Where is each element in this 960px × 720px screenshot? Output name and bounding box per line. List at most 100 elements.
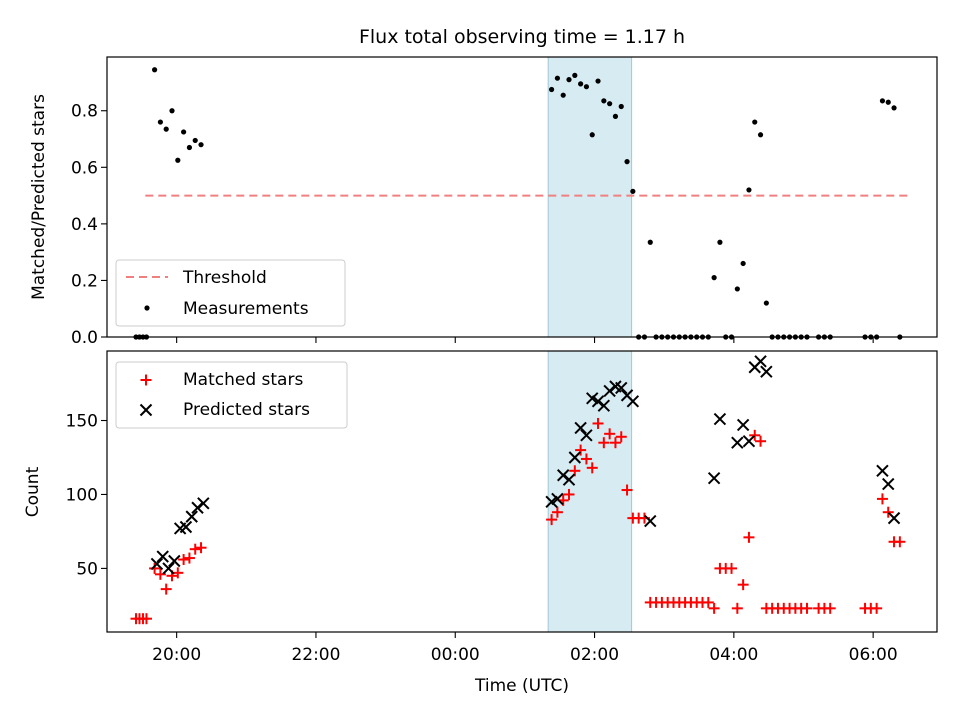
matched-stars-legend-swatch xyxy=(140,374,152,386)
matched-star-point xyxy=(871,602,883,614)
predicted-star-point xyxy=(626,395,640,408)
measurement-point xyxy=(746,187,752,193)
measurement-point xyxy=(163,126,169,132)
predicted-star-point xyxy=(707,471,721,485)
matched-star-point xyxy=(563,488,575,500)
measurements-legend-swatch xyxy=(144,305,150,311)
matched-star-point xyxy=(178,554,190,566)
predicted-star-point xyxy=(597,399,611,412)
top-legend: Threshold Measurements xyxy=(115,259,346,327)
predicted-star-point xyxy=(887,511,901,525)
x-tick-label: 22:00 xyxy=(291,645,340,665)
measurement-point xyxy=(192,137,198,144)
matched-stars-legend-marker xyxy=(140,374,152,386)
measurement-point xyxy=(589,132,595,138)
predicted-star-point xyxy=(185,510,198,523)
predicted-star-point xyxy=(615,381,628,395)
bottom-legend-box xyxy=(115,361,348,429)
bottom-highlight-span-layer xyxy=(547,350,633,633)
predicted-star-point xyxy=(150,557,164,571)
y-tick-label: 0.2 xyxy=(71,271,98,291)
predicted-star-point xyxy=(562,473,576,486)
measurement-point xyxy=(734,286,740,292)
measurement-point xyxy=(717,239,723,245)
matched-star-point xyxy=(731,602,743,614)
predicted-star-point xyxy=(162,562,175,575)
top-panel: 0.00.20.40.60.8 Matched/Predicted stars … xyxy=(29,56,938,348)
measurement-point xyxy=(740,260,746,267)
matched-star-point xyxy=(546,514,558,526)
predicted-star-point xyxy=(551,492,564,506)
measurement-point xyxy=(612,113,619,119)
predicted-star-point xyxy=(574,421,587,435)
top-highlight-span-layer xyxy=(547,56,633,338)
matched-star-point xyxy=(551,506,563,518)
bottom-panel: 50 100 150 20:00 22:00 00:00 02:00 04:00 06:00 C… xyxy=(23,350,938,696)
predicted-star-point xyxy=(742,435,756,448)
matched-star-point xyxy=(149,562,161,574)
matched-star-point xyxy=(569,465,581,477)
y-tick-label: 100 xyxy=(66,485,98,505)
measurement-point xyxy=(607,101,613,107)
x-tick-label: 02:00 xyxy=(570,645,619,665)
y-tick-label: 50 xyxy=(76,559,98,579)
measurement-point xyxy=(572,72,578,78)
matched-star-point xyxy=(824,602,836,614)
measurement-point xyxy=(647,239,653,245)
threshold-legend-label: Threshold xyxy=(182,268,267,288)
measurement-point xyxy=(891,105,897,111)
predicted-star-point xyxy=(882,477,895,491)
matched-star-point xyxy=(737,579,749,591)
measurement-point xyxy=(151,67,158,73)
x-tick-label: 20:00 xyxy=(152,645,201,665)
measurement-point xyxy=(169,108,175,114)
measurement-point xyxy=(554,75,561,81)
bottom-series-layer xyxy=(130,355,906,625)
matched-star-point xyxy=(189,543,201,555)
predicted-stars-legend-swatch xyxy=(139,403,153,417)
y-tick-label: 0.0 xyxy=(71,328,98,348)
matched-star-point xyxy=(592,417,604,429)
matched-star-point xyxy=(876,493,888,505)
matched-star-point xyxy=(743,531,755,543)
observing-time-highlight xyxy=(547,56,633,338)
measurement-point xyxy=(879,98,886,104)
measurement-point xyxy=(181,129,187,135)
predicted-star-point xyxy=(168,554,181,568)
measurement-point xyxy=(175,157,181,163)
top-ticks-layer: 0.0 0.2 0.4 0.6 0.8 xyxy=(71,102,874,348)
matched-star-point xyxy=(598,437,610,449)
measurement-point xyxy=(757,132,764,138)
measurement-point xyxy=(186,144,193,151)
matched-star-point xyxy=(755,435,767,447)
predicted-star-point xyxy=(644,514,657,528)
top-legend-box xyxy=(115,259,346,327)
matched-star-point xyxy=(575,444,587,456)
predicted-star-point xyxy=(197,497,210,510)
y-tick-label: 0.6 xyxy=(71,158,98,178)
matched-star-point xyxy=(894,536,906,548)
matched-star-point xyxy=(615,431,627,443)
matched-star-point xyxy=(586,462,598,474)
y-tick-label: 0.8 xyxy=(71,102,98,122)
predicted-stars-legend-marker xyxy=(139,403,153,417)
x-tick-label: 00:00 xyxy=(431,645,480,665)
matched-star-point xyxy=(580,453,592,465)
measurement-point xyxy=(763,300,769,306)
predicted-stars-legend-label: Predicted stars xyxy=(183,400,310,420)
measurement-point xyxy=(601,98,607,104)
x-tick-label: 06:00 xyxy=(849,645,898,665)
measurement-point xyxy=(711,275,717,281)
matched-star-point xyxy=(604,428,616,440)
measurement-point xyxy=(885,99,891,105)
top-axes-frame xyxy=(106,56,938,338)
measurement-point xyxy=(560,92,566,98)
matched-star-point xyxy=(882,506,894,518)
bottom-y-axis-label: Count xyxy=(23,466,43,517)
measurements-legend-label: Measurements xyxy=(183,299,309,319)
predicted-star-point xyxy=(156,550,169,563)
measurement-point xyxy=(595,78,601,84)
measurement-point xyxy=(583,84,590,90)
